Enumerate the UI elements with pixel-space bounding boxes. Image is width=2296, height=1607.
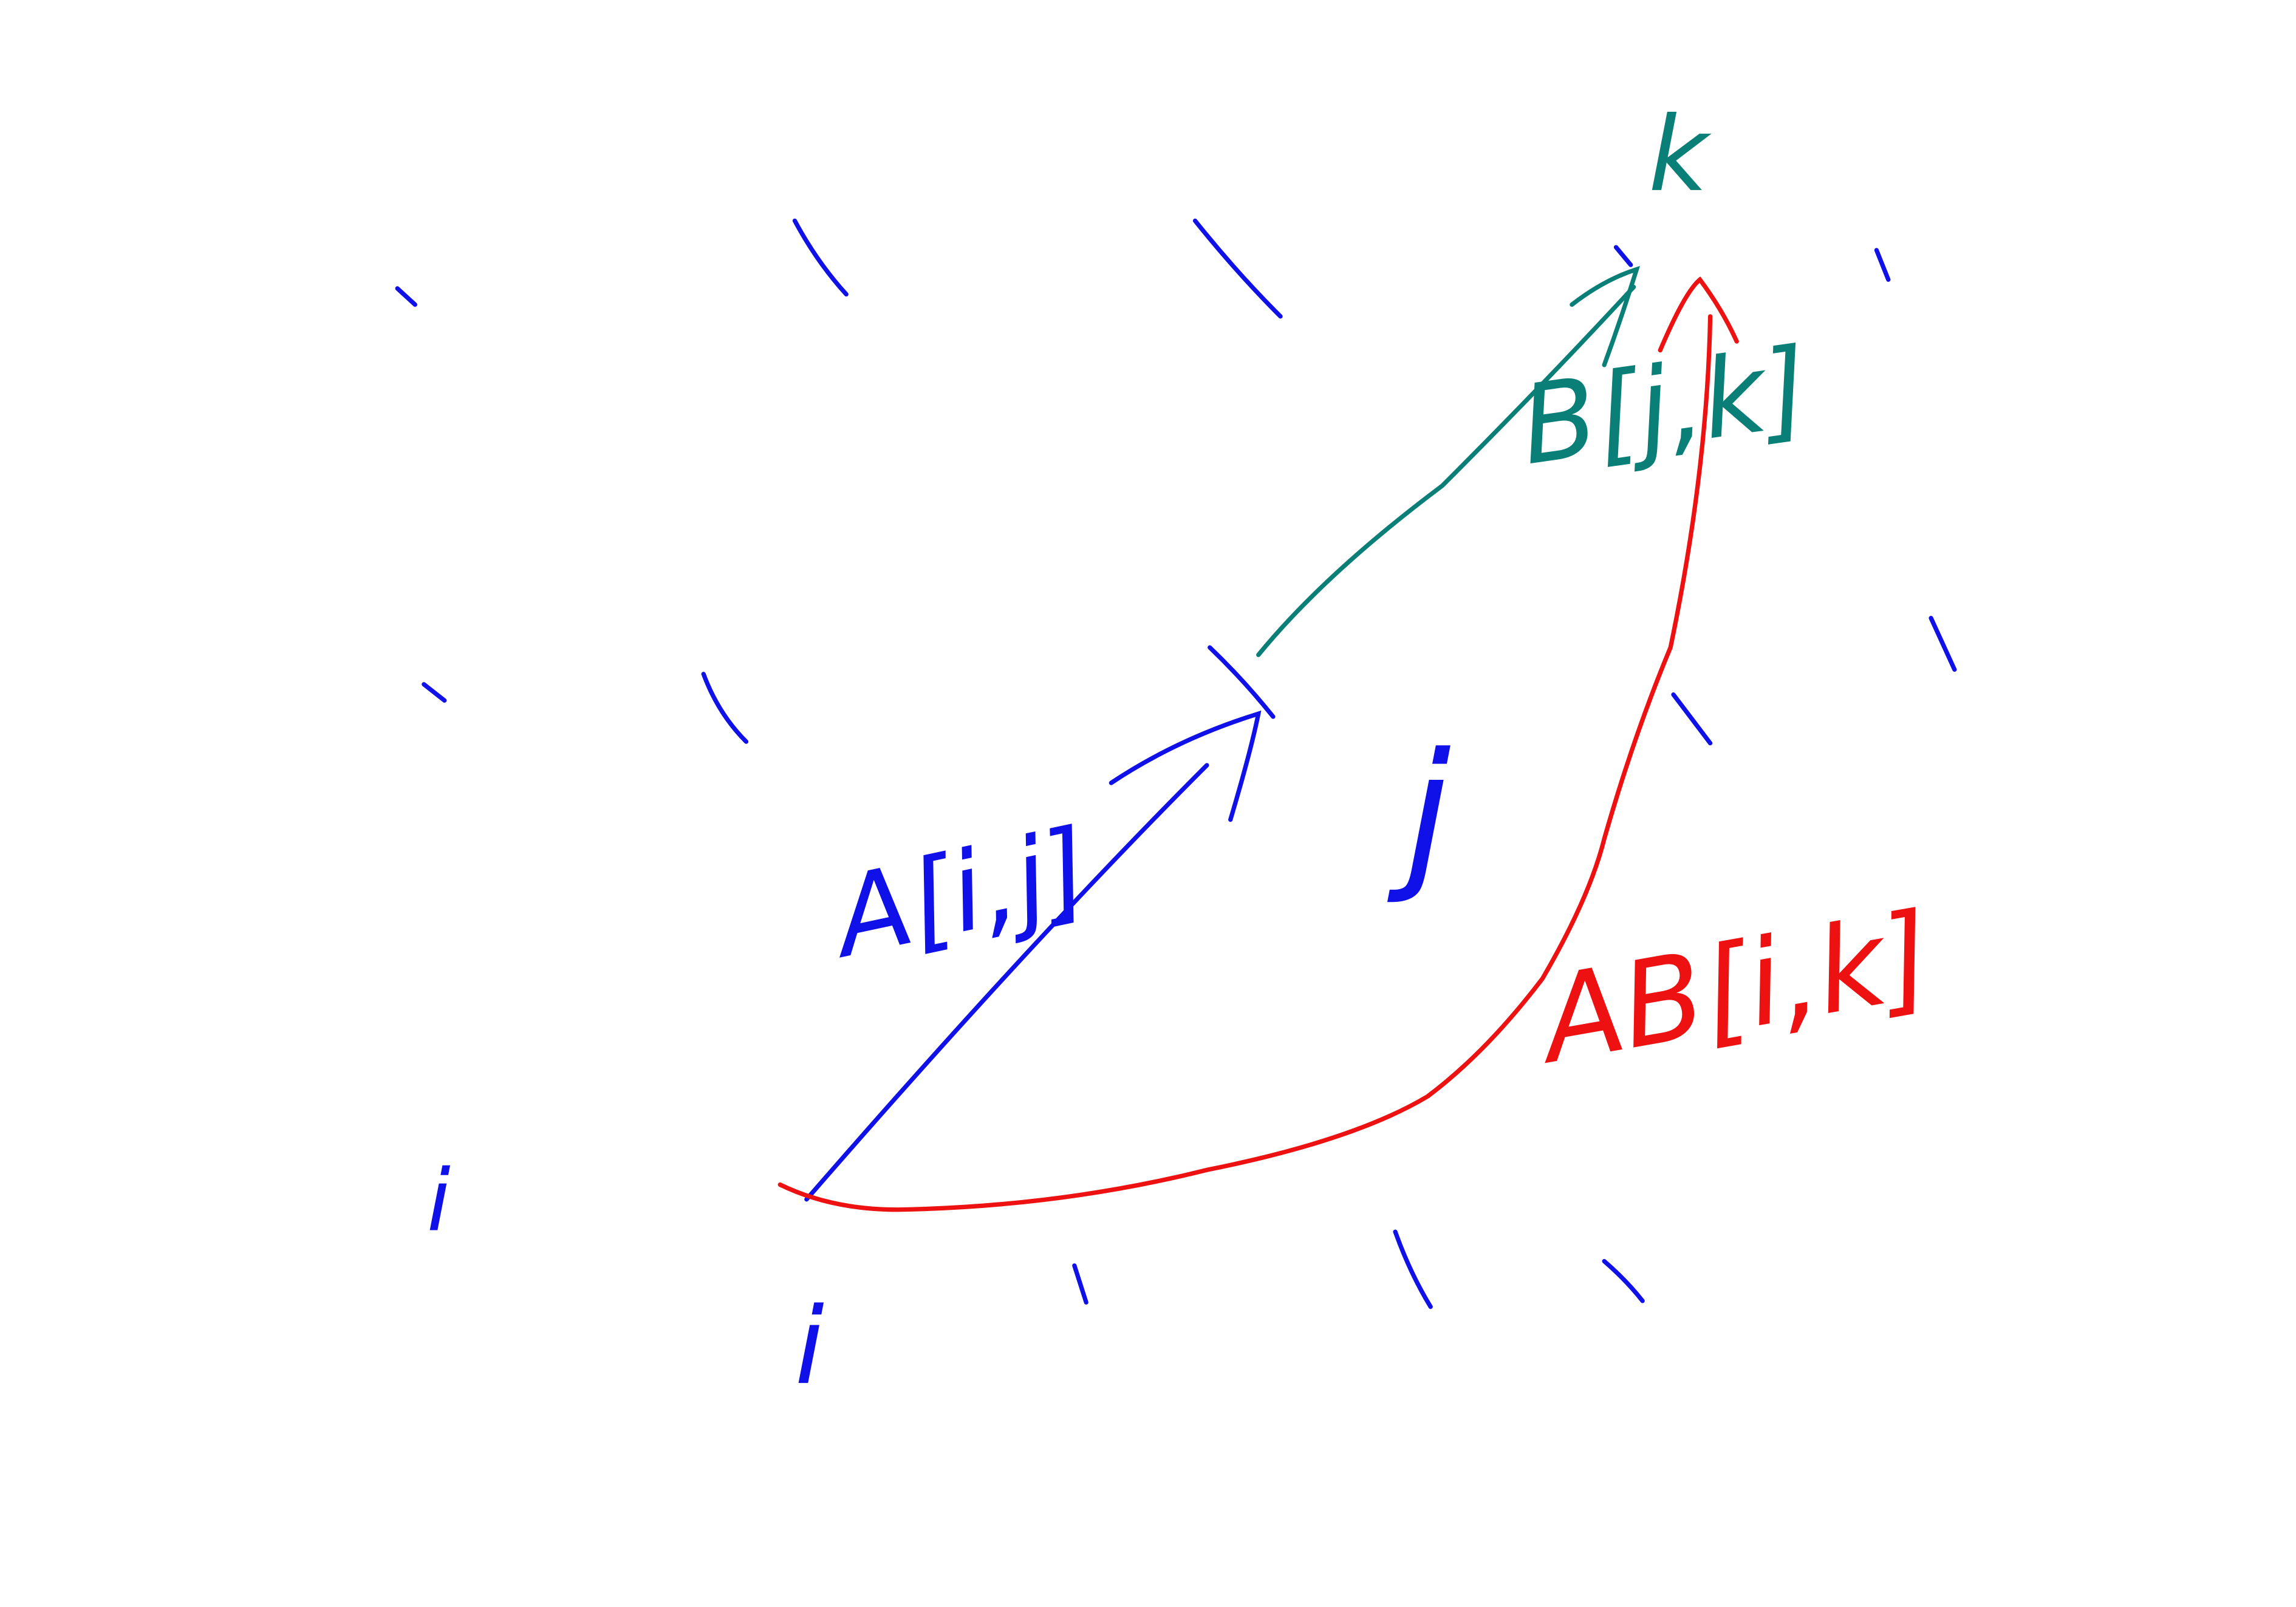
edge-label: AB[i,k]	[1525, 886, 1941, 1090]
arrowhead-j-k	[1570, 265, 1641, 367]
edge-j-k	[1256, 284, 1636, 657]
edge-i-j	[804, 763, 1209, 1202]
edge-i-k	[777, 314, 1713, 1212]
arrowhead-i-k	[1658, 276, 1739, 353]
node-label: i	[427, 1152, 451, 1250]
node-label: i	[794, 1285, 824, 1408]
grid-ticks	[395, 218, 1957, 1309]
arrowhead-i-j	[1109, 710, 1262, 822]
edge-label: B[j,k]	[1514, 324, 1816, 490]
node-label: j	[1385, 718, 1451, 907]
edge-label: A[i,j]	[818, 805, 1099, 983]
node-label: k	[1649, 95, 1712, 215]
